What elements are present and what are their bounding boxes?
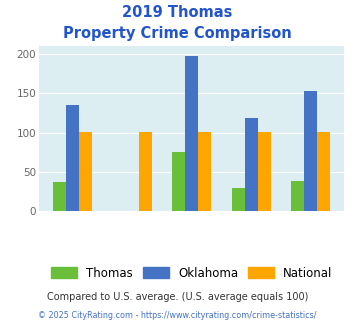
Bar [317,132,331,211]
Bar [245,118,258,211]
Legend: Thomas, Oklahoma, National: Thomas, Oklahoma, National [51,267,332,280]
Bar [258,132,271,211]
Text: 2019 Thomas: 2019 Thomas [122,5,233,20]
Text: © 2025 CityRating.com - https://www.cityrating.com/crime-statistics/: © 2025 CityRating.com - https://www.city… [38,311,317,320]
Text: Compared to U.S. average. (U.S. average equals 100): Compared to U.S. average. (U.S. average … [47,292,308,302]
Bar [139,132,152,211]
Bar [79,132,92,211]
Bar [172,152,185,211]
Text: Property Crime Comparison: Property Crime Comparison [63,26,292,41]
Bar [198,132,211,211]
Bar [53,182,66,211]
Bar [185,56,198,211]
Bar [66,105,79,211]
Bar [231,188,245,211]
Bar [291,181,304,211]
Bar [304,91,317,211]
